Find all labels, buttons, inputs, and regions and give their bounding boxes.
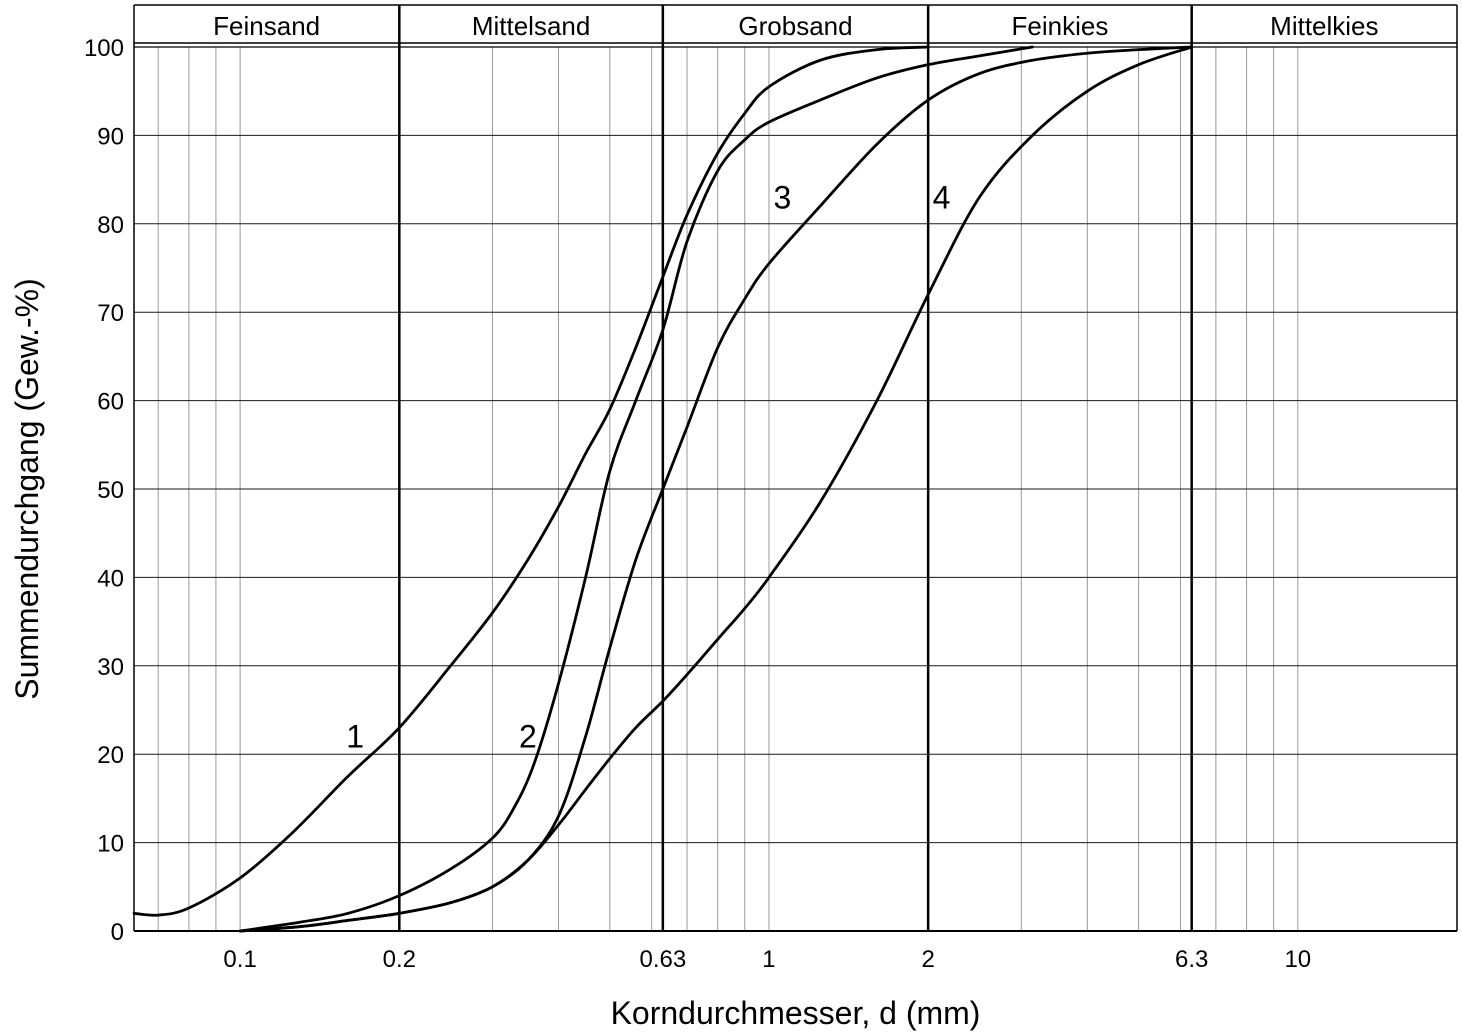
curve-label-2: 2 [519,719,537,755]
y-tick-labels: 0 10 20 30 40 50 60 70 80 90 100 [84,35,124,946]
curve-label-1: 1 [346,719,364,755]
zone-label: Feinkies [1012,11,1109,41]
zone-label: Mittelkies [1270,11,1378,41]
x-tick-label: 10 [1284,946,1311,973]
x-tick-label: 0.1 [223,946,256,973]
x-tick-label: 0.2 [383,946,416,973]
x-tick-label: 2 [921,946,934,973]
x-tick-label: 1 [762,946,775,973]
zone-label: Mittelsand [472,11,591,41]
x-tick-label: 0.63 [639,946,686,973]
x-tick-labels: 0.1 0.2 0.63 1 2 6.3 10 [223,946,1311,973]
y-tick-label: 90 [97,123,124,150]
curve-2 [238,45,1034,933]
y-tick-label: 10 [97,831,124,858]
zone-header: Feinsand Mittelsand Grobsand Feinkies Mittel… [213,11,1378,41]
zone-label: Grobsand [738,11,852,41]
curves [132,45,1194,933]
curve-labels: 1 2 3 4 [346,179,950,754]
zone-label: Feinsand [213,11,320,41]
y-tick-label: 50 [97,477,124,504]
y-tick-label: 40 [97,565,124,592]
curve-1 [132,45,930,917]
curve-label-3: 3 [773,179,791,215]
y-tick-label: 100 [84,35,124,62]
y-tick-label: 70 [97,300,124,327]
y-tick-label: 30 [97,654,124,681]
y-axis-title: Summendurchgang (Gew.-%) [9,278,45,700]
y-tick-label: 60 [97,389,124,416]
x-tick-label: 6.3 [1175,946,1208,973]
plot-frame [133,4,1458,932]
curve-label-4: 4 [933,179,951,215]
curve-4 [238,45,1194,933]
y-tick-label: 0 [111,919,124,946]
x-axis-title: Korndurchmesser, d (mm) [611,995,981,1031]
y-tick-label: 20 [97,742,124,769]
grid [134,46,1457,931]
y-tick-label: 80 [97,212,124,239]
